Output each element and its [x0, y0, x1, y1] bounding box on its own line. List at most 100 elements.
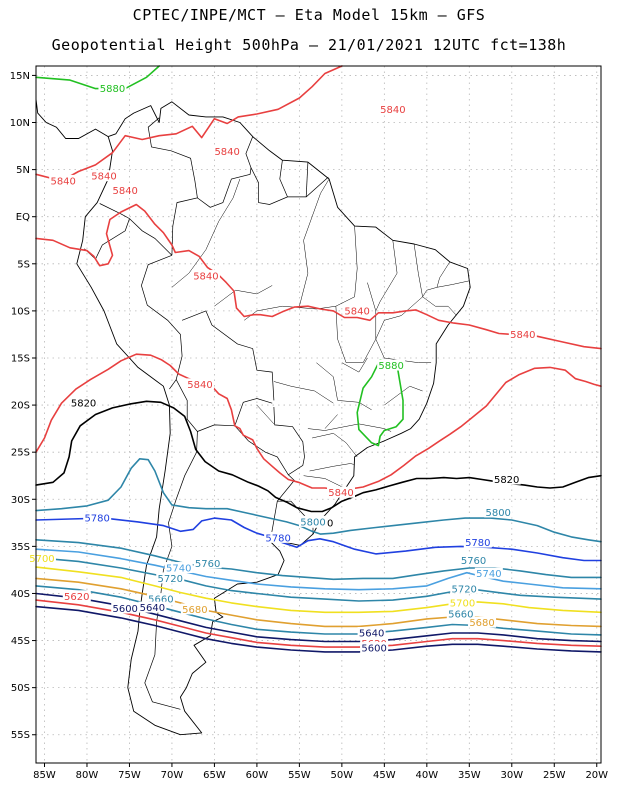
- x-tick-label: 60W: [246, 770, 269, 781]
- contour-label-5640: 5640: [359, 629, 384, 640]
- state-border: [171, 178, 241, 288]
- contour-label-5780: 5780: [465, 538, 490, 549]
- country-border: [84, 218, 130, 260]
- country-border: [305, 162, 309, 197]
- contour-line-5620: [35, 599, 602, 648]
- x-tick-label: 75W: [118, 770, 141, 781]
- contour-label-5780: 5780: [84, 514, 109, 525]
- state-border: [436, 261, 470, 288]
- state-border: [324, 414, 338, 429]
- y-tick-label: 35S: [11, 542, 30, 553]
- contour-line-5700: [35, 566, 602, 614]
- contour-label-bg: [343, 304, 372, 316]
- contour-label-5780: 5780: [265, 533, 290, 544]
- y-tick-label: 40S: [11, 589, 30, 600]
- x-tick-label: 65W: [203, 770, 226, 781]
- contour-label-5760: 5760: [461, 556, 486, 567]
- contour-label-bg: [492, 473, 521, 485]
- contour-label-bg: [448, 596, 477, 608]
- contour-label-bg: [146, 593, 175, 605]
- contour-label-bg: [484, 506, 513, 518]
- contour-label-5680: 5680: [182, 605, 207, 616]
- country-border: [99, 203, 173, 256]
- grid-lines: [36, 66, 601, 763]
- y-tick-label: 15N: [10, 71, 30, 82]
- contour-label-bg: [111, 184, 140, 196]
- contour-label-5660: 5660: [148, 595, 173, 606]
- contour-label-5840: 5840: [187, 380, 212, 391]
- contour-label-5880: 5880: [100, 84, 125, 95]
- contour-label-bg: [193, 557, 222, 569]
- contour-labels: 5880 5880 5840 5840 5840 5840 5840 5840 5840 5840…: [27, 82, 537, 655]
- contour-label-bg: [446, 608, 475, 620]
- contour-label-bg: [378, 103, 407, 115]
- x-tick-label: 20W: [585, 770, 608, 781]
- state-border: [375, 240, 398, 312]
- contour-label-5640: 5640: [140, 603, 165, 614]
- y-tick-label: 5S: [17, 259, 30, 270]
- contour-label-5840: 5840: [380, 105, 405, 116]
- contour-label-bg: [474, 567, 503, 579]
- x-tick-label: 80W: [76, 770, 99, 781]
- contour-label-5760: 5760: [195, 559, 220, 570]
- axis-ticks: 85W 80W 75W 70W 65W 60W 55W 50W 45W 40W 35W 30W 25W 2…: [10, 71, 608, 781]
- y-tick-label: 55S: [11, 730, 30, 741]
- contour-label-5840: 5840: [91, 172, 116, 183]
- y-tick-label: 25S: [11, 448, 30, 459]
- contour-label-5820: 5820: [71, 399, 96, 410]
- country-border: [147, 117, 198, 256]
- contour-label-bg: [83, 512, 112, 524]
- y-tick-label: 45S: [11, 636, 30, 647]
- contour-label-5800: 5800: [300, 517, 325, 528]
- contour-label-bg: [468, 616, 497, 628]
- state-border: [384, 385, 423, 406]
- y-tick-label: EQ: [16, 212, 30, 223]
- contour-line-5840: [35, 353, 602, 491]
- state-border: [303, 475, 345, 489]
- geography-layer: [35, 98, 471, 736]
- contour-line-5760: [35, 539, 602, 581]
- contour-label-5700: 5700: [450, 598, 475, 609]
- contour-label-5840: 5840: [193, 272, 218, 283]
- contour-label-bg: [62, 590, 91, 602]
- contour-label-5620: 5620: [64, 592, 89, 603]
- chart-title: CPTEC/INPE/MCT – Eta Model 15km – GFS: [132, 6, 486, 24]
- contour-label-bg: [111, 602, 140, 614]
- contour-label-5820: 5820: [494, 475, 519, 486]
- state-border: [309, 463, 354, 472]
- contour-line-5880: [35, 65, 160, 90]
- contour-label-bg: [89, 170, 118, 182]
- central-america-coast: [35, 98, 109, 139]
- contour-label-bg: [164, 562, 193, 574]
- contour-label-bg: [459, 554, 488, 566]
- contour-label-bg: [463, 536, 492, 548]
- contour-line-5780: [35, 517, 602, 562]
- contour-label-bg: [138, 601, 167, 613]
- y-tick-label: 30S: [11, 495, 30, 506]
- contour-line-5840: [35, 65, 343, 182]
- contour-label-bg: [357, 627, 386, 639]
- contour-label-5800: 5800: [485, 508, 510, 519]
- contour-label-bg: [377, 359, 406, 371]
- contour-label-bg: [27, 552, 56, 564]
- contour-line-5840: [35, 203, 602, 350]
- contour-line-5880: [356, 359, 404, 447]
- contour-label-5680: 5680: [469, 618, 494, 629]
- contour-label-5840: 5840: [214, 147, 239, 158]
- country-border: [197, 167, 252, 208]
- chart-subtitle: Geopotential Height 500hPa – 21/01/2021 …: [51, 36, 567, 54]
- x-tick-label: 40W: [416, 770, 439, 781]
- contour-label-5840: 5840: [50, 176, 75, 187]
- state-border: [307, 423, 392, 432]
- state-border: [244, 305, 336, 321]
- state-border: [299, 178, 330, 307]
- contour-label-bg: [450, 582, 479, 594]
- contour-label-5880: 5880: [378, 361, 403, 372]
- contour-line-5600: [35, 605, 602, 653]
- contour-label-5840: 5840: [328, 488, 353, 499]
- contour-label-bg: [156, 572, 185, 584]
- y-tick-label: 10N: [10, 118, 30, 129]
- contour-label-bg: [49, 174, 78, 186]
- country-border: [181, 310, 275, 401]
